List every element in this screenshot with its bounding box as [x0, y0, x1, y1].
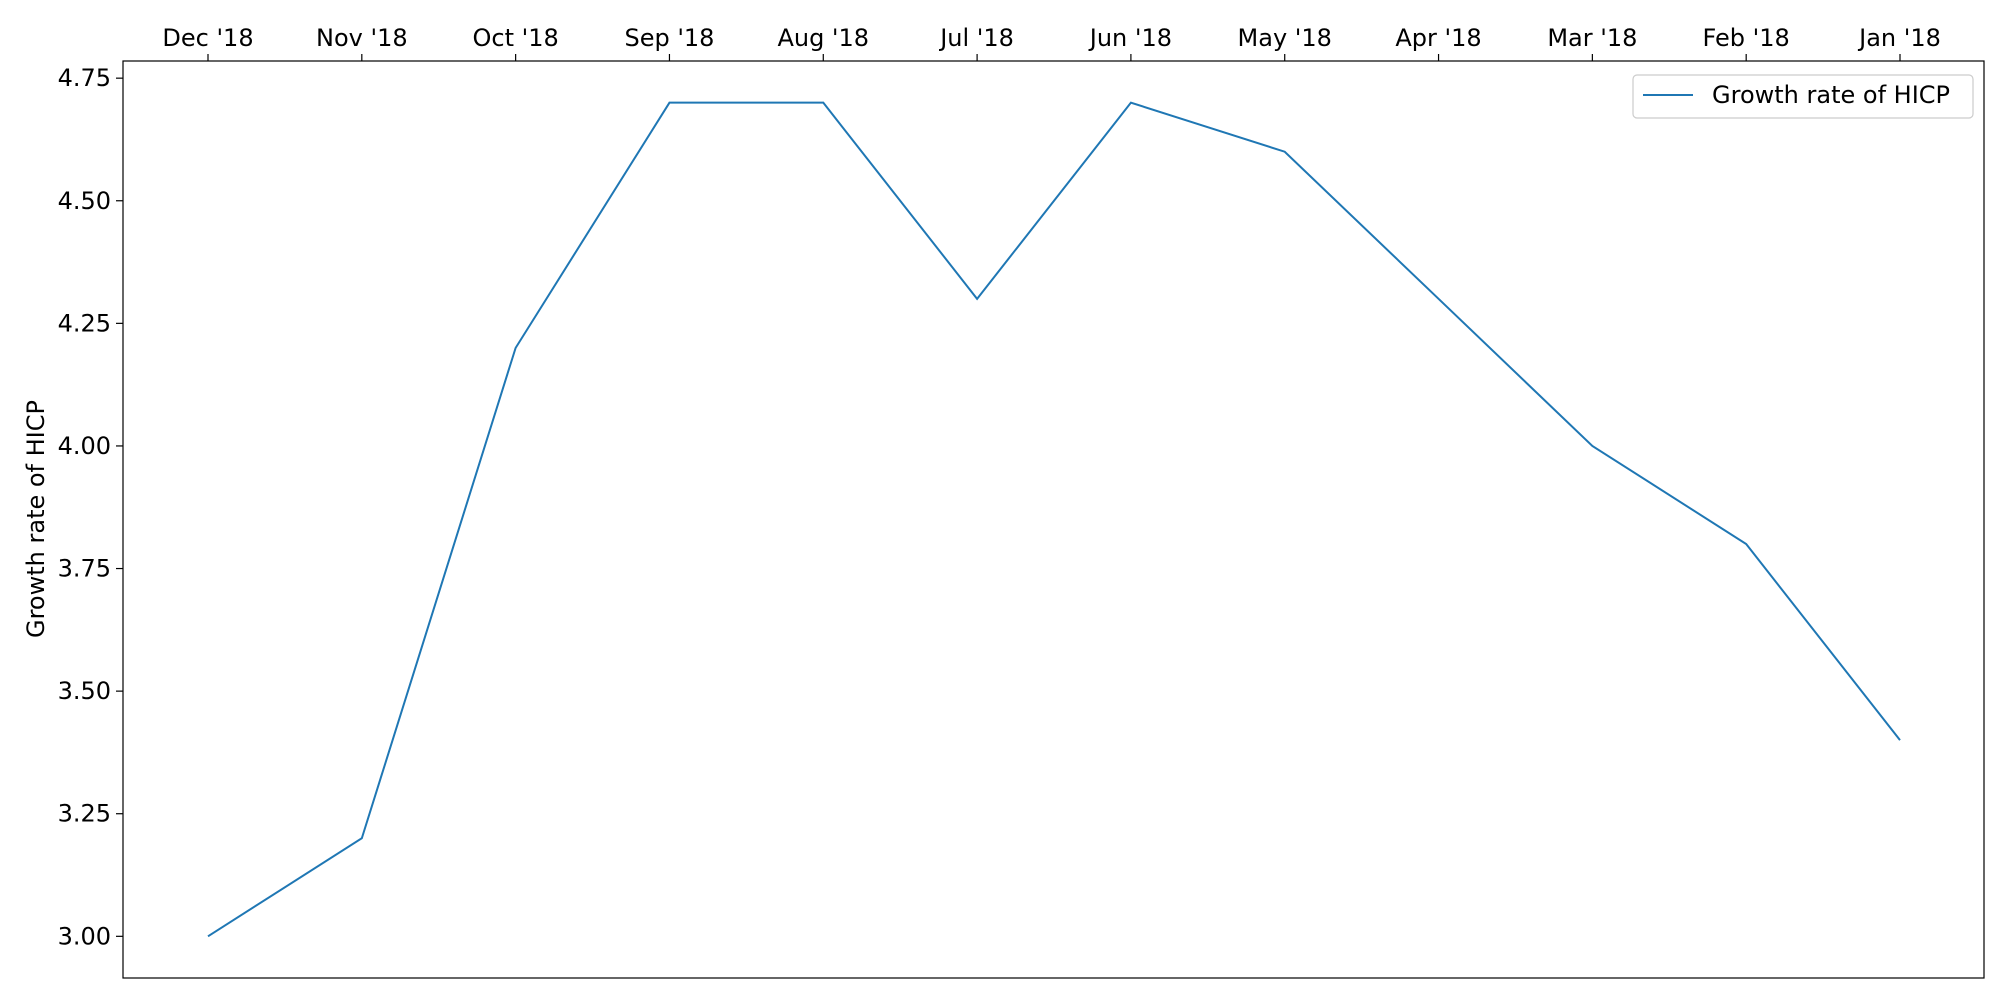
x-tick-label: Feb '18 — [1703, 24, 1790, 52]
x-tick-label: May '18 — [1238, 24, 1332, 52]
x-tick-label: Jan '18 — [1857, 24, 1941, 52]
y-axis: 3.00 3.25 3.50 3.75 4.00 4.25 4.50 4.75 — [58, 64, 123, 950]
y-tick-label: 4.25 — [58, 309, 111, 337]
x-tick-label: Aug '18 — [777, 24, 869, 52]
y-tick-label: 4.00 — [58, 432, 111, 460]
x-tick-label: Mar '18 — [1547, 24, 1637, 52]
y-tick-label: 3.25 — [58, 800, 111, 828]
y-tick-label: 4.50 — [58, 187, 111, 215]
y-axis-label: Growth rate of HICP — [22, 400, 50, 638]
y-tick-label: 4.75 — [58, 64, 111, 92]
legend-label: Growth rate of HICP — [1712, 81, 1950, 109]
legend: Growth rate of HICP — [1633, 75, 1973, 118]
y-tick-label: 3.75 — [58, 555, 111, 583]
y-tick-label: 3.00 — [58, 922, 111, 950]
x-tick-label: Dec '18 — [162, 24, 253, 52]
x-tick-label: Oct '18 — [473, 24, 559, 52]
x-tick-label: Nov '18 — [316, 24, 408, 52]
plot-area — [123, 61, 1984, 978]
y-tick-label: 3.50 — [58, 677, 111, 705]
x-tick-label: Apr '18 — [1395, 24, 1481, 52]
x-tick-label: Sep '18 — [624, 24, 714, 52]
x-tick-label: Jun '18 — [1088, 24, 1172, 52]
x-axis: Dec '18 Nov '18 Oct '18 Sep '18 Aug '18 Jul '… — [162, 24, 1940, 61]
x-tick-label: Jul '18 — [938, 24, 1014, 52]
